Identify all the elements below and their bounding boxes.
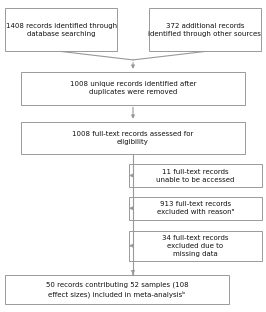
Text: 11 full-text records
unable to be accessed: 11 full-text records unable to be access… bbox=[156, 168, 235, 183]
FancyBboxPatch shape bbox=[149, 8, 261, 51]
FancyBboxPatch shape bbox=[5, 275, 229, 304]
FancyBboxPatch shape bbox=[129, 231, 262, 261]
FancyBboxPatch shape bbox=[5, 8, 117, 51]
FancyBboxPatch shape bbox=[21, 122, 245, 154]
Text: 34 full-text records
excluded due to
missing data: 34 full-text records excluded due to mis… bbox=[162, 235, 229, 257]
FancyBboxPatch shape bbox=[129, 164, 262, 187]
Text: 913 full-text records
excluded with reasonᵃ: 913 full-text records excluded with reas… bbox=[157, 201, 234, 215]
Text: 50 records contributing 52 samples (108
effect sizes) included in meta-analysisᵇ: 50 records contributing 52 samples (108 … bbox=[46, 281, 188, 298]
FancyBboxPatch shape bbox=[21, 72, 245, 105]
FancyBboxPatch shape bbox=[129, 197, 262, 220]
Text: 1008 full-text records assessed for
eligibility: 1008 full-text records assessed for elig… bbox=[72, 131, 194, 145]
Text: 1008 unique records identified after
duplicates were removed: 1008 unique records identified after dup… bbox=[70, 81, 196, 95]
Text: 1408 records identified through
database searching: 1408 records identified through database… bbox=[6, 23, 117, 37]
Text: 372 additional records
identified through other sources: 372 additional records identified throug… bbox=[148, 23, 261, 37]
